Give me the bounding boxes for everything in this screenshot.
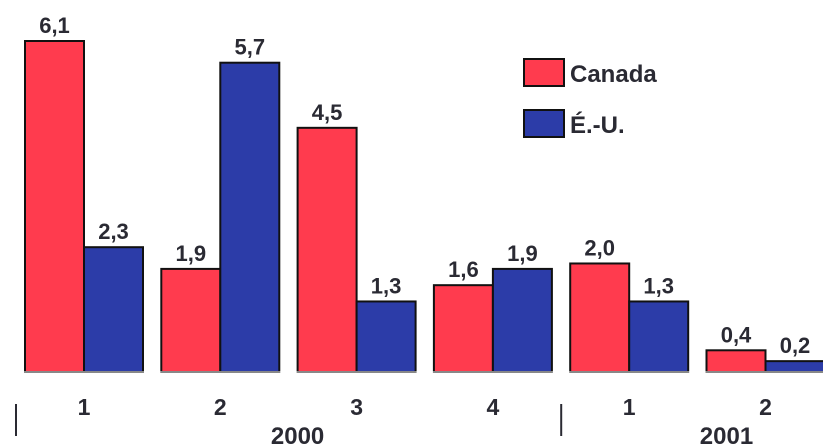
value-label-eu-4: 1,9 (507, 241, 538, 266)
bar-canada-1 (24, 40, 85, 373)
bar-eu-2 (219, 61, 281, 373)
x-tick-label-3: 3 (350, 394, 363, 420)
bar-eu-1 (83, 246, 144, 373)
x-tick-label-4: 4 (487, 394, 500, 420)
group-label-2000: 2000 (271, 423, 324, 446)
bars-layer (24, 40, 823, 374)
x-tick-label-6: 2 (759, 394, 772, 420)
legend: Canada É.-U. (523, 58, 657, 139)
value-label-eu-2: 5,7 (235, 35, 266, 60)
bar-eu-5 (628, 300, 690, 373)
value-label-canada-2: 1,9 (176, 241, 207, 266)
bar-canada-2 (160, 267, 222, 373)
x-tick-label-1: 1 (78, 394, 91, 420)
value-label-canada-5: 2,0 (584, 235, 615, 260)
bar-eu-3 (355, 300, 417, 373)
value-label-eu-5: 1,3 (643, 273, 674, 298)
legend-label-canada: Canada (570, 61, 657, 88)
bar-canada-3 (296, 126, 358, 373)
year-group-labels: 2000 2001 (15, 404, 753, 446)
value-labels-layer: 6,1 2,3 1,9 5,7 4,5 1,3 1,6 1,9 2,0 1,3 0,4 0,2 (39, 13, 810, 358)
value-label-eu-6: 0,2 (780, 333, 811, 358)
bar-eu-6 (764, 360, 823, 374)
x-tick-labels: 1 2 3 4 1 2 (78, 394, 772, 420)
legend-swatch-canada (523, 58, 565, 87)
bar-canada-6 (705, 349, 767, 373)
value-label-canada-4: 1,6 (448, 257, 479, 282)
bar-canada-4 (432, 284, 494, 373)
value-label-canada-3: 4,5 (312, 100, 343, 125)
x-tick-label-5: 1 (623, 394, 636, 420)
x-tick-label-2: 2 (214, 394, 227, 420)
value-label-canada-1: 6,1 (39, 13, 70, 38)
legend-label-eu: É.-U. (570, 111, 625, 139)
value-label-eu-3: 1,3 (371, 273, 402, 298)
value-label-canada-6: 0,4 (721, 322, 752, 347)
bar-canada-5 (569, 262, 631, 373)
group-label-2001: 2001 (700, 423, 753, 446)
value-label-eu-1: 2,3 (98, 219, 129, 244)
bar-eu-4 (491, 267, 553, 373)
legend-swatch-eu (523, 109, 565, 138)
